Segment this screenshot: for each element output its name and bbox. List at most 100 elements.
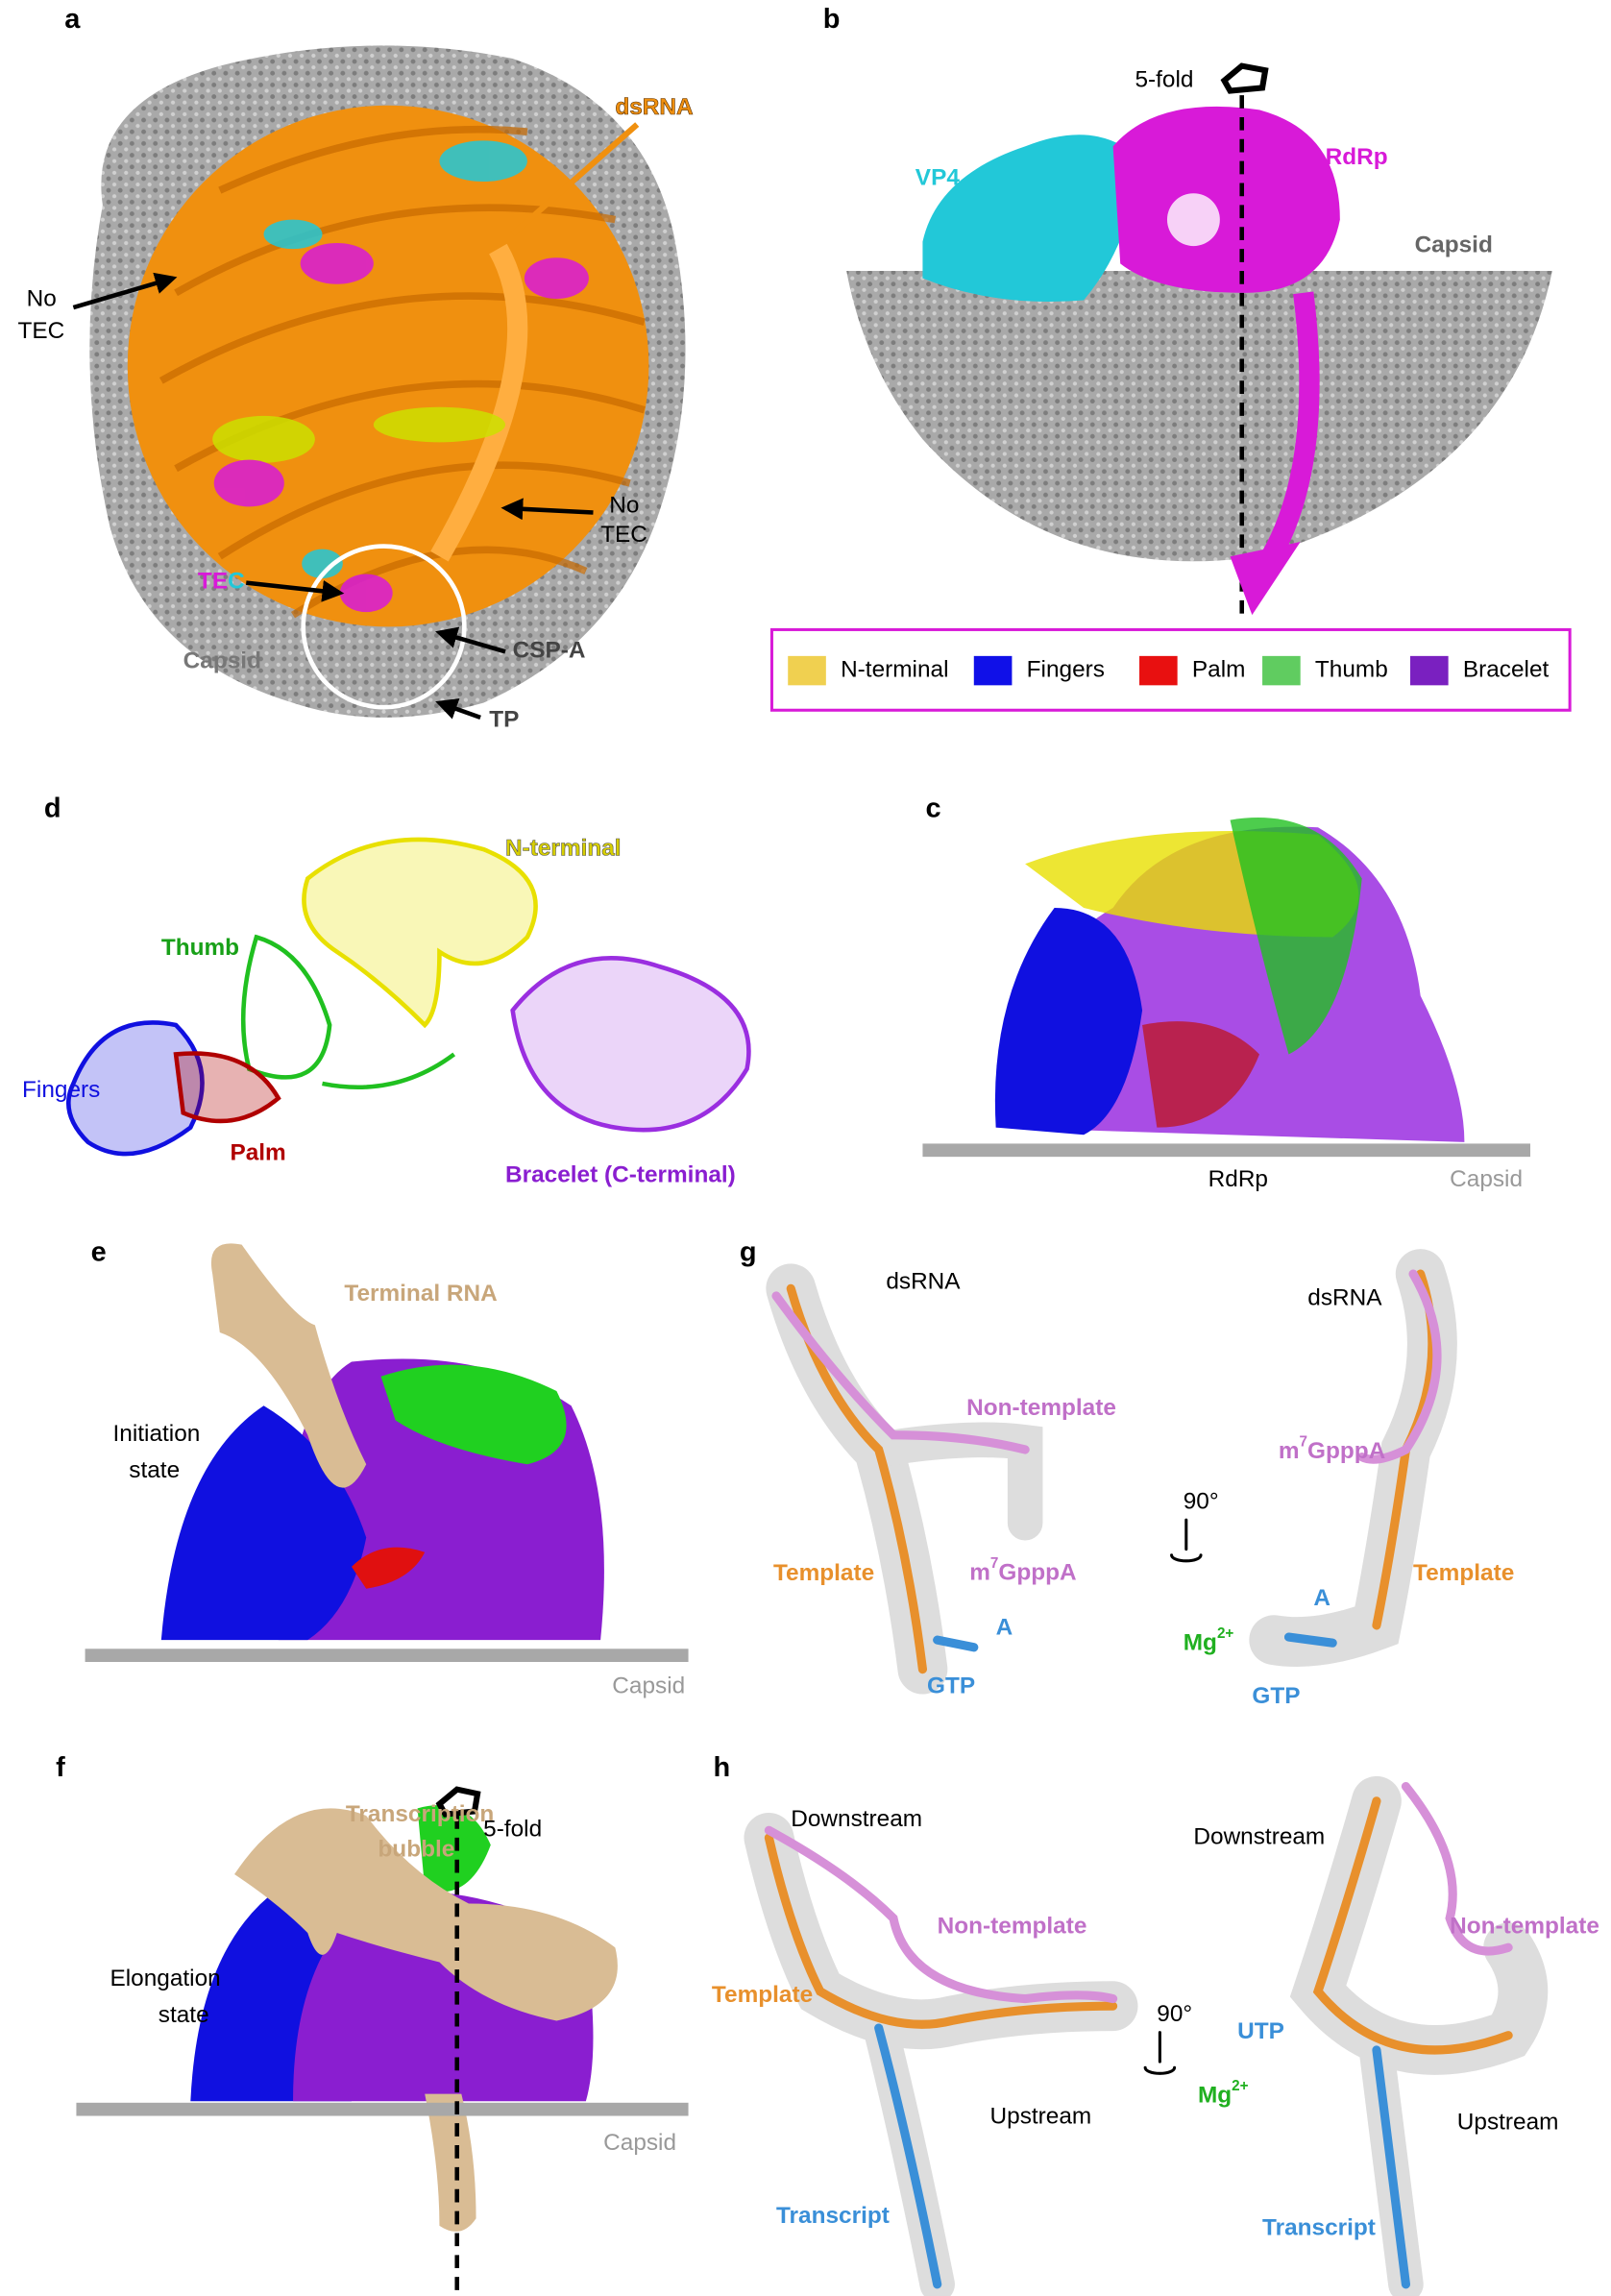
label: GTP (1252, 1683, 1300, 1709)
shape (922, 1143, 1530, 1158)
shape (439, 140, 527, 183)
shape (263, 219, 323, 250)
label: m7GpppA (1279, 1433, 1385, 1464)
label: Downstream (791, 1806, 922, 1832)
legend-label: Bracelet (1463, 657, 1550, 683)
panel-letter: f (56, 1752, 65, 1783)
label: Non-template (966, 1395, 1116, 1421)
shape (160, 1405, 367, 1641)
panel-g-art (766, 1249, 1457, 1695)
label-line: state (129, 1457, 180, 1483)
label-line: Transcription (346, 1801, 494, 1827)
shape (302, 549, 343, 579)
label: 90° (1184, 1488, 1219, 1514)
shape (1401, 1781, 1513, 1956)
shape (1142, 1021, 1260, 1128)
shape (217, 461, 631, 560)
shape (210, 1243, 367, 1488)
label-line: TEC (600, 522, 647, 548)
shape (510, 956, 751, 1133)
shape (1312, 1796, 1513, 2055)
label-line: Elongation (110, 1966, 220, 1991)
shape (302, 837, 538, 1029)
shape (301, 544, 467, 710)
label: No TEC (17, 286, 64, 345)
label: Downstream (1193, 1823, 1325, 1849)
legend-swatch (1262, 655, 1301, 686)
shape (72, 272, 594, 721)
label: Capsid (1450, 1166, 1523, 1192)
shape (72, 272, 178, 310)
shape (1166, 193, 1220, 247)
legend-label: Palm (1192, 657, 1246, 683)
panel-c-art (922, 818, 1530, 1158)
shape (212, 140, 589, 613)
label: A (1313, 1585, 1330, 1611)
label: Template (773, 1560, 874, 1586)
label: No TEC (600, 493, 647, 548)
label: A (996, 1614, 1013, 1640)
legend: N-terminal Fingers Palm Thumb Bracelet (788, 655, 1550, 686)
panel-d-art (66, 837, 751, 1157)
label: Template (712, 1982, 813, 2008)
panel-letter: c (925, 794, 940, 824)
label: Capsid (183, 647, 261, 673)
label-part: TE (198, 569, 228, 595)
shape (245, 579, 345, 602)
shape (218, 125, 528, 194)
panel-e-art (85, 1243, 689, 1663)
label-line: No (609, 493, 639, 519)
label: Capsid (603, 2130, 676, 2156)
superscript: 7 (1300, 1433, 1307, 1450)
label: Bracelet (C-terminal) (505, 1161, 736, 1187)
shape (373, 406, 506, 443)
legend-swatch (788, 655, 826, 686)
label-part: C (228, 569, 245, 595)
label: 90° (1157, 2001, 1192, 2027)
panel-letter: g (740, 1236, 757, 1267)
label: dsRNA (886, 1269, 961, 1295)
label: m7GpppA (969, 1555, 1076, 1586)
shape (764, 1825, 1118, 2004)
label: Non-template (1450, 1913, 1599, 1939)
shape (1143, 2031, 1177, 2075)
label-part: m (1279, 1438, 1300, 1464)
label: Mg2+ (1184, 1625, 1234, 1656)
label: UTP (1237, 2018, 1284, 2044)
shape (234, 1808, 618, 2021)
shape (1112, 106, 1340, 293)
label-part: Mg (1184, 1630, 1217, 1656)
shape (435, 626, 506, 654)
label: dsRNA (615, 94, 693, 120)
label: Transcription bubble (346, 1801, 494, 1863)
label-line: state (159, 2002, 209, 2028)
shape (500, 498, 594, 521)
shape (417, 1805, 491, 1893)
shape (380, 1364, 567, 1465)
shape (435, 698, 481, 721)
label-part: Mg (1198, 2083, 1232, 2109)
label: Upstream (990, 2103, 1092, 2129)
shape (846, 270, 1552, 562)
shape (435, 1786, 481, 1818)
label: TP (489, 706, 519, 732)
superscript: 2+ (1217, 1625, 1233, 1642)
label: RdRp (1326, 144, 1388, 170)
shape (874, 2023, 942, 2289)
shape (1170, 1518, 1203, 1563)
shape (933, 1635, 979, 1652)
label-line: No (27, 286, 57, 312)
label: Palm (230, 1140, 285, 1166)
label: Thumb (161, 935, 239, 961)
shape (1230, 818, 1362, 1055)
shape (300, 243, 374, 284)
label-part: m (969, 1560, 990, 1586)
legend-label: Fingers (1027, 657, 1105, 683)
label-line: TEC (17, 318, 64, 344)
panel-letter: e (91, 1236, 107, 1267)
label: Transcript (1262, 2214, 1376, 2240)
shape (861, 1422, 1043, 1541)
